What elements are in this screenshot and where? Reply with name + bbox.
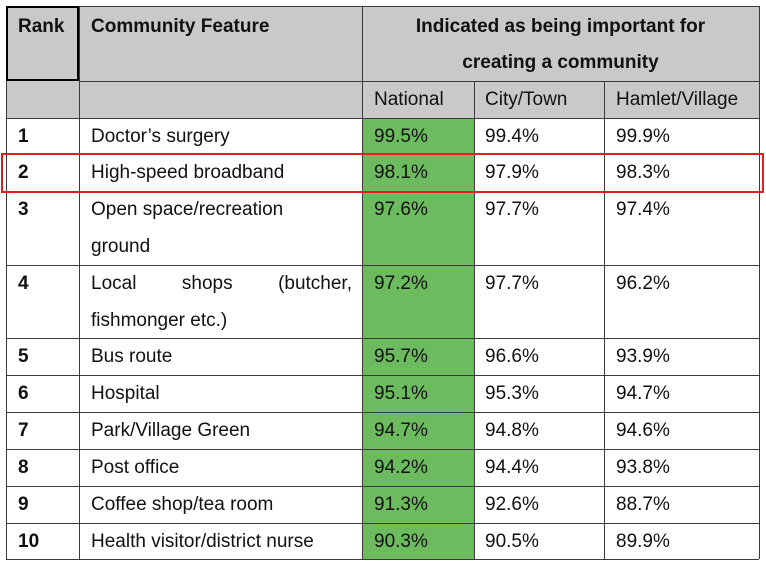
community-feature-cell: Bus route	[91, 346, 173, 367]
rank-cell: 3	[18, 199, 29, 220]
feature-word: (butcher,	[278, 273, 352, 294]
community-feature-cell: Post office	[91, 457, 180, 478]
hamlet-village-value: 97.4%	[616, 199, 670, 220]
rank-cell: 9	[18, 494, 29, 515]
hamlet-village-value: 98.3%	[616, 162, 670, 183]
community-feature-cell: Local shops (butcher,	[91, 265, 352, 302]
national-value: 94.7%	[374, 420, 428, 441]
city-town-value: 92.6%	[485, 494, 539, 515]
city-town-value: 90.5%	[485, 531, 539, 552]
grid-horizontal-line	[6, 449, 759, 450]
rank-cell: 5	[18, 346, 29, 367]
header-background	[6, 6, 759, 118]
community-feature-cell: Coffee shop/tea room	[91, 494, 274, 515]
grid-horizontal-line	[6, 375, 759, 376]
city-town-value: 94.4%	[485, 457, 539, 478]
hamlet-village-value: 93.9%	[616, 346, 670, 367]
city-town-value: 95.3%	[485, 383, 539, 404]
community-feature-cell: Doctor’s surgery	[91, 126, 230, 147]
community-feature-cell: fishmonger etc.)	[91, 310, 228, 331]
hamlet-village-value: 94.6%	[616, 420, 670, 441]
national-value: 97.6%	[374, 199, 428, 220]
rank-header-box	[6, 6, 79, 81]
header-community-feature: Community Feature	[91, 16, 270, 37]
national-value: 90.3%	[374, 531, 428, 552]
feature-word: shops	[181, 273, 233, 294]
rank-cell: 2	[18, 162, 29, 183]
grid-horizontal-line	[6, 6, 759, 7]
rank-cell: 10	[18, 531, 40, 552]
national-value: 99.5%	[374, 126, 428, 147]
community-feature-cell: Hospital	[91, 383, 160, 404]
grid-vertical-line	[362, 6, 363, 559]
community-feature-cell: High-speed broadband	[91, 162, 285, 183]
national-value: 91.3%	[374, 494, 428, 515]
city-town-value: 97.7%	[485, 273, 539, 294]
grid-vertical-line	[79, 6, 80, 559]
grid-horizontal-line	[6, 412, 759, 413]
grid-horizontal-line	[6, 265, 759, 266]
hamlet-village-value: 99.9%	[616, 126, 670, 147]
city-town-value: 96.6%	[485, 346, 539, 367]
rank-cell: 7	[18, 420, 29, 441]
hamlet-village-value: 89.9%	[616, 531, 670, 552]
community-feature-cell: ground	[91, 236, 151, 257]
community-feature-cell: Health visitor/district nurse	[91, 531, 314, 552]
grid-vertical-line	[604, 81, 605, 559]
hamlet-village-value: 93.8%	[616, 457, 670, 478]
community-feature-cell: Open space/recreation	[91, 199, 284, 220]
row-highlight	[1, 153, 764, 193]
grid-vertical-line	[6, 6, 7, 559]
rank-cell: 6	[18, 383, 29, 404]
city-town-value: 94.8%	[485, 420, 539, 441]
header-indicated-line1: Indicated as being important for	[415, 16, 706, 37]
hamlet-village-value: 94.7%	[616, 383, 670, 404]
city-town-value: 97.9%	[485, 162, 539, 183]
feature-word: Local	[91, 273, 137, 294]
rank-cell: 8	[18, 457, 29, 478]
hamlet-village-value: 88.7%	[616, 494, 670, 515]
national-value: 95.1%	[374, 383, 428, 404]
header-rank: Rank	[18, 16, 65, 37]
grid-horizontal-line	[6, 559, 759, 560]
city-town-value: 97.7%	[485, 199, 539, 220]
grid-horizontal-line	[6, 523, 759, 524]
subheader-city-town: City/Town	[485, 89, 568, 110]
national-value: 97.2%	[374, 273, 428, 294]
header-indicated-line2: creating a community	[462, 52, 659, 73]
national-value: 98.1%	[374, 162, 428, 183]
grid-vertical-line	[474, 81, 475, 559]
national-value: 95.7%	[374, 346, 428, 367]
rank-cell: 1	[18, 126, 29, 147]
city-town-value: 99.4%	[485, 126, 539, 147]
grid-horizontal-line	[6, 338, 759, 339]
subheader-hamlet-village: Hamlet/Village	[616, 89, 739, 110]
hamlet-village-value: 96.2%	[616, 273, 670, 294]
grid-horizontal-line	[79, 81, 759, 82]
rank-cell: 4	[18, 273, 29, 294]
grid-horizontal-line	[6, 118, 759, 119]
community-feature-cell: Park/Village Green	[91, 420, 251, 441]
grid-horizontal-line	[6, 486, 759, 487]
subheader-national: National	[374, 89, 444, 110]
national-value: 94.2%	[374, 457, 428, 478]
grid-vertical-line	[759, 6, 760, 559]
